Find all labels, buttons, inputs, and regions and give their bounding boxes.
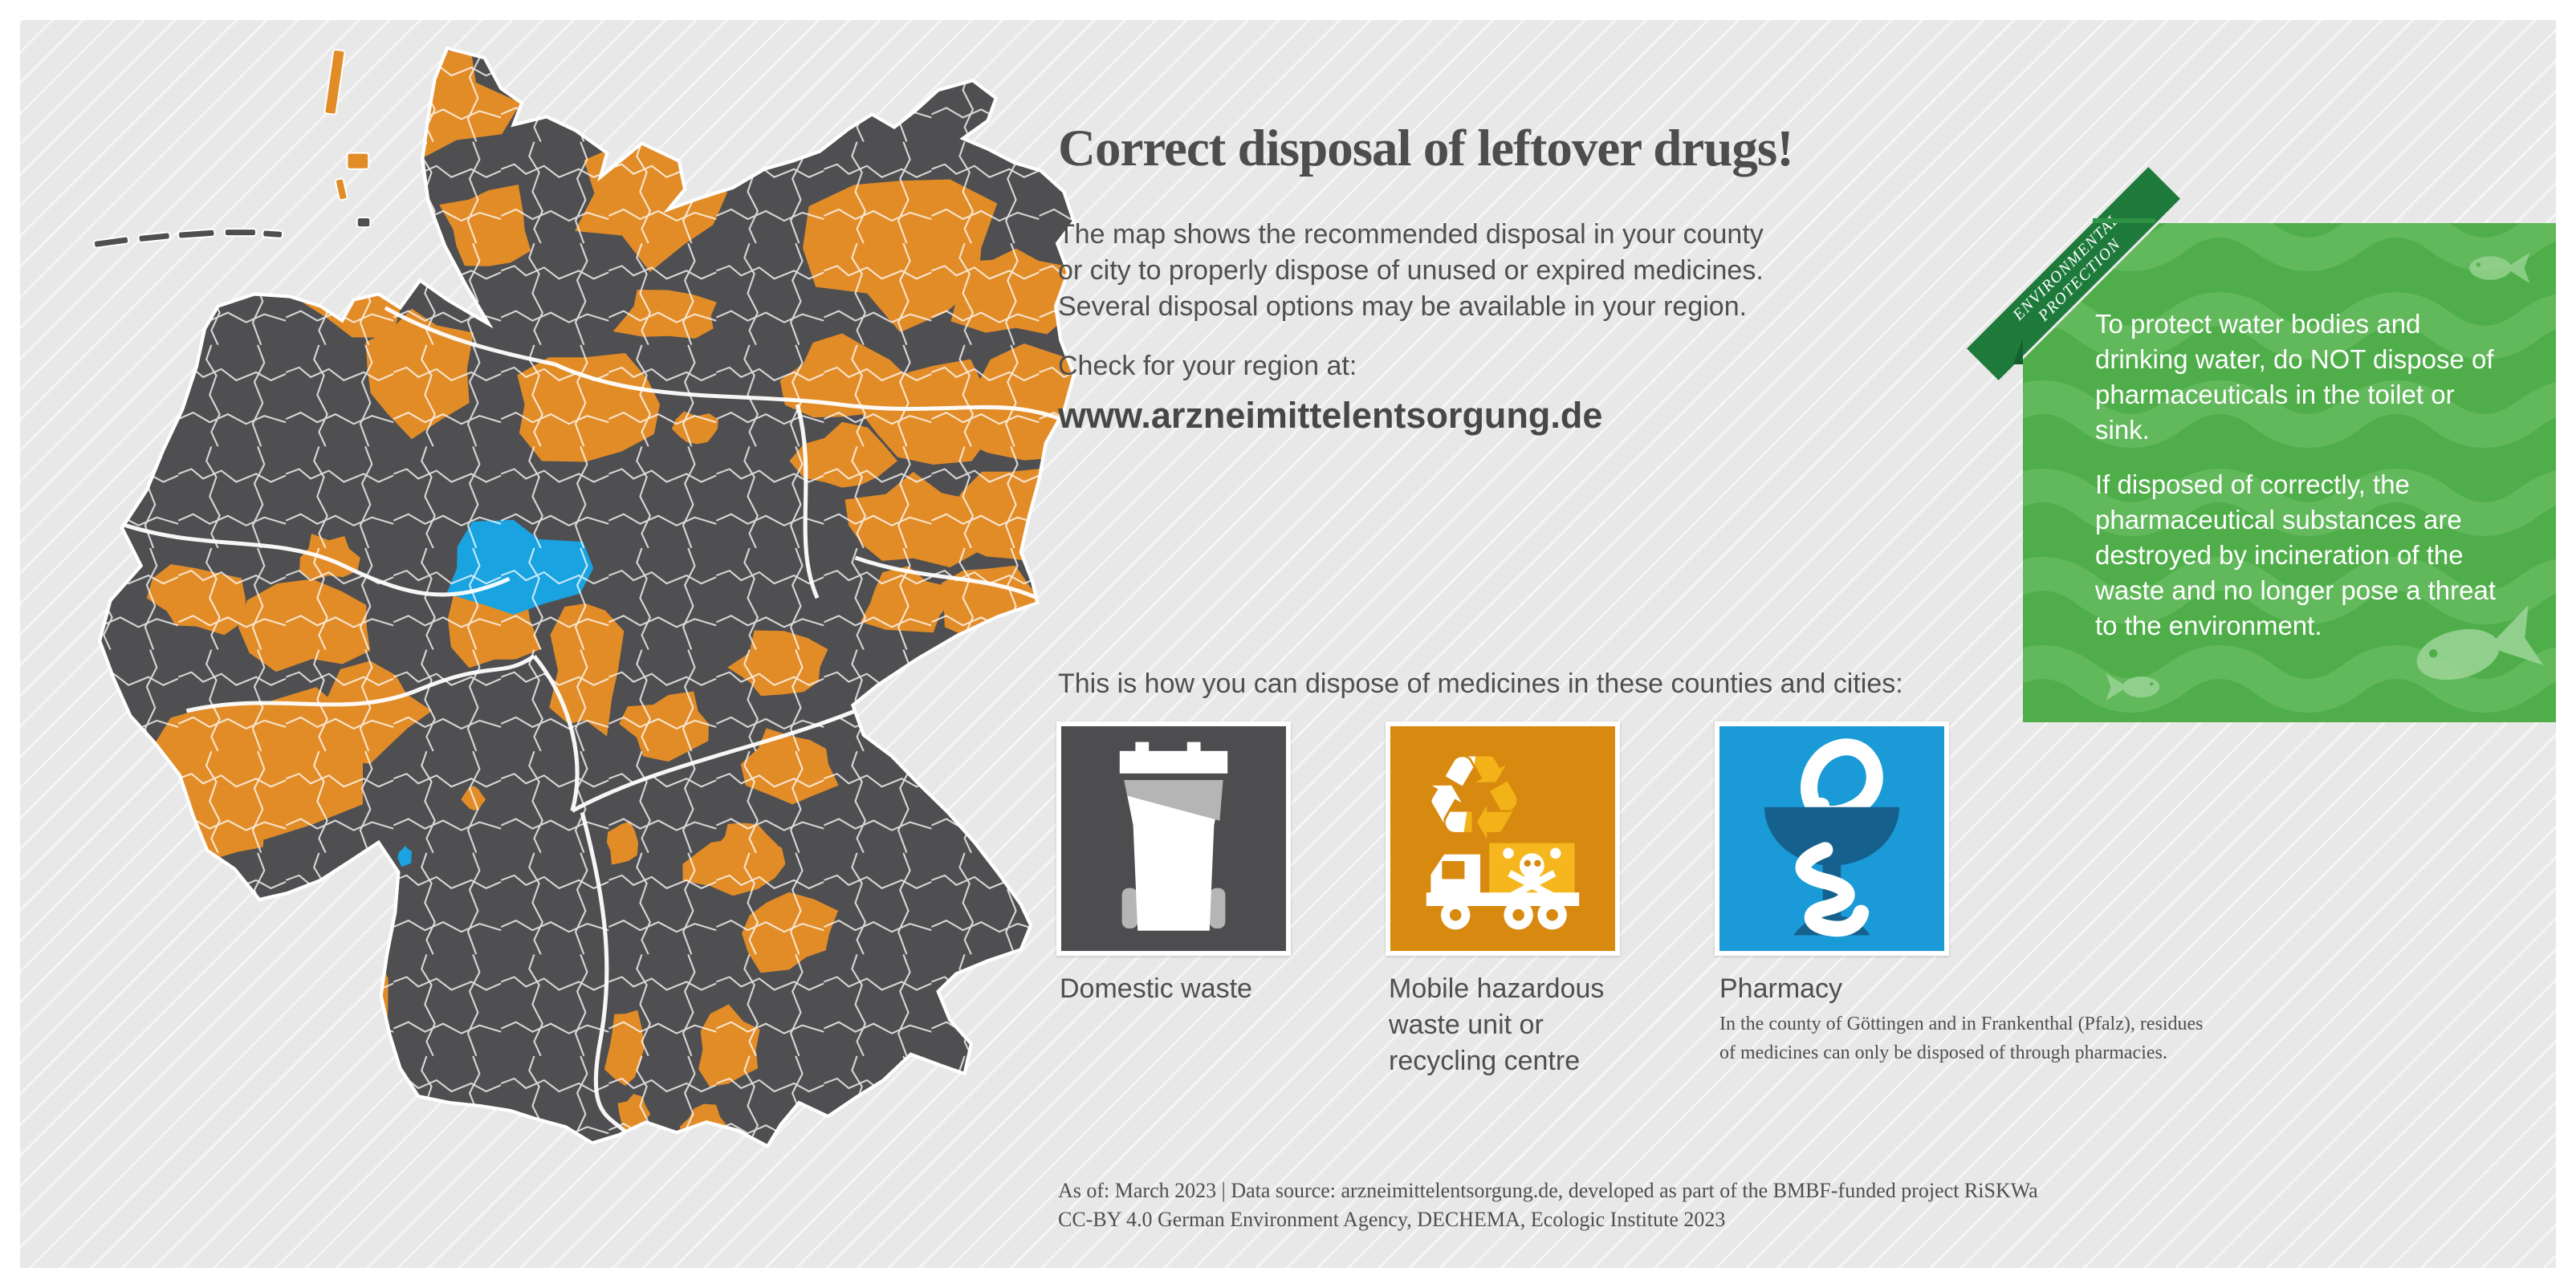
offshore-islands	[92, 48, 372, 249]
caption-domestic-waste: Domestic waste	[1060, 973, 1252, 1004]
bowl-of-hygieia-icon	[1764, 738, 1899, 937]
island	[334, 177, 348, 201]
footer: As of: March 2023 | Data source: arzneim…	[1058, 1176, 2038, 1234]
green-box-paragraph-1: To protect water bodies and drinking wat…	[2095, 309, 2494, 445]
tile-mobile-hazardous-waste: ♻ ♻	[1386, 721, 1620, 956]
island	[262, 229, 284, 239]
map-region-mobile	[319, 950, 389, 1067]
island	[92, 235, 130, 249]
caption-mobile-hazardous-waste: Mobile hazardous waste unit or recycling…	[1389, 973, 1605, 1076]
island	[324, 48, 346, 116]
intro-line-3: Several disposal options may be availabl…	[1058, 291, 1748, 322]
fish-icon	[2469, 252, 2530, 284]
island	[177, 228, 216, 240]
footer-source-line: As of: March 2023 | Data source: arzneim…	[1058, 1179, 2038, 1202]
green-box-body: To protect water bodies and drinking wat…	[2023, 223, 2556, 722]
bowl	[1764, 807, 1899, 866]
recycling-truck-icon: ♻ ♻	[1422, 731, 1580, 930]
intro-paragraph: The map shows the recommended disposal i…	[1058, 217, 1764, 325]
fish-icon	[2106, 673, 2160, 701]
pharmacy-note: In the county of Göttingen and in Franke…	[1719, 1014, 2204, 1063]
caption-pharmacy: Pharmacy	[1719, 973, 1843, 1004]
url-link[interactable]: www.arzneimittelentsorgung.de	[1058, 395, 1603, 436]
intro-line-1: The map shows the recommended disposal i…	[1058, 219, 1764, 250]
state-borders	[115, 306, 1062, 1138]
island	[356, 217, 372, 229]
intro-line-2: or city to properly dispose of unused or…	[1058, 255, 1764, 286]
snake-loop	[1801, 738, 1883, 823]
island	[346, 152, 370, 170]
island	[223, 228, 258, 238]
green-box-paragraph-2: If disposed of correctly, the pharmaceut…	[2095, 469, 2497, 640]
green-box-text: To protect water bodies and drinking wat…	[2095, 307, 2509, 663]
recycle-symbol: ♻ ♻	[1422, 731, 1527, 867]
county-borders-mesh	[100, 48, 1074, 1147]
island	[137, 231, 171, 243]
section-heading: This is how you can dispose of medicines…	[1058, 668, 1903, 699]
check-region-label: Check for your region at:	[1058, 351, 1357, 381]
ribbon-tab	[2093, 218, 2155, 223]
page-title: Correct disposal of leftover drugs!	[1058, 119, 1794, 177]
waste-bin-icon	[1119, 742, 1228, 931]
footer-license-line: CC-BY 4.0 German Environment Agency, DEC…	[1058, 1208, 1726, 1231]
germany-disposal-map	[92, 40, 1080, 1253]
environmental-protection-box: To protect water bodies and drinking wat…	[1967, 167, 2556, 722]
snake-body	[1795, 842, 1870, 937]
fish-icon	[2416, 605, 2544, 681]
tile-domestic-waste	[1056, 721, 1291, 956]
hazard-truck	[1426, 843, 1580, 930]
map-region-mobile	[667, 1168, 727, 1199]
legend-tiles: ♻ ♻	[1056, 721, 1949, 956]
tile-pharmacy	[1715, 721, 1949, 956]
